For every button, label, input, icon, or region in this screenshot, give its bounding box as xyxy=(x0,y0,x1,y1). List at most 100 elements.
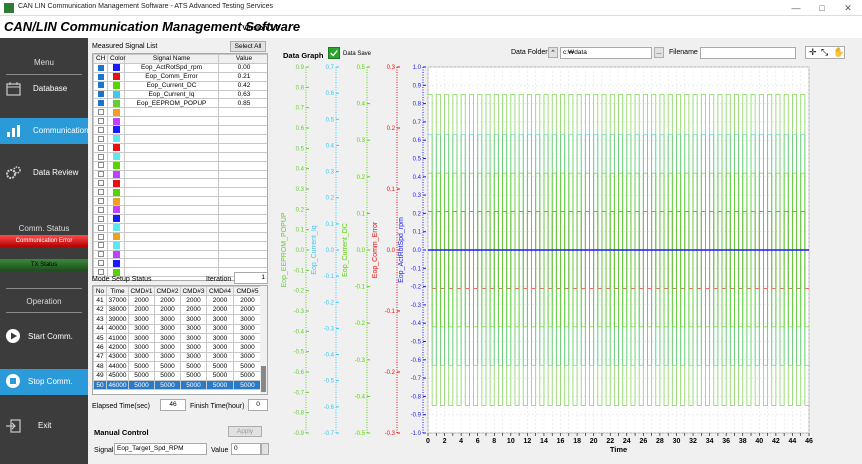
mode-table-row[interactable]: 46 42000 3000 3000 3000 3000 3000 xyxy=(93,342,262,353)
color-swatch[interactable] xyxy=(112,108,120,116)
mode-table-row[interactable]: 42 38000 2000 2000 2000 2000 2000 xyxy=(93,304,262,316)
start-comm-button[interactable]: Start Comm. xyxy=(0,324,88,350)
color-swatch[interactable] xyxy=(112,215,120,223)
mode-table-row[interactable]: 43 39000 3000 3000 3000 3000 3000 xyxy=(93,314,262,325)
signal-row[interactable] xyxy=(93,231,267,242)
signal-select[interactable]: Eop_Target_Spd_RPM xyxy=(114,443,207,455)
signal-row[interactable] xyxy=(93,222,267,233)
signal-checkbox[interactable] xyxy=(97,180,104,187)
mode-table-scrollbar[interactable] xyxy=(260,286,267,394)
signal-checkbox[interactable] xyxy=(97,144,104,151)
mode-table-row[interactable]: 49 45000 5000 5000 5000 5000 5000 xyxy=(93,370,262,381)
folder-up-button[interactable]: ^ xyxy=(548,47,558,58)
signal-row[interactable] xyxy=(93,134,267,144)
signal-row[interactable]: Eop_ActRotSpd_rpm 0.00 xyxy=(93,62,267,73)
signal-row[interactable] xyxy=(93,196,267,207)
signal-row[interactable] xyxy=(93,205,267,216)
color-swatch[interactable] xyxy=(112,268,120,276)
mode-table-row[interactable]: 47 43000 3000 3000 3000 3000 3000 xyxy=(93,351,262,363)
color-swatch[interactable] xyxy=(112,242,120,250)
color-swatch[interactable] xyxy=(112,179,120,187)
signal-checkbox[interactable] xyxy=(97,197,104,204)
mode-table-row[interactable]: 50 46000 5000 5000 5000 5000 5000 xyxy=(93,379,262,391)
select-all-button[interactable]: Select All xyxy=(230,41,266,52)
signal-checkbox[interactable] xyxy=(97,162,104,169)
exit-button[interactable]: Exit xyxy=(0,413,88,439)
color-swatch[interactable] xyxy=(112,206,120,214)
mode-table-row[interactable]: 44 40000 3000 3000 3000 3000 3000 xyxy=(93,323,262,334)
color-swatch[interactable] xyxy=(112,162,120,170)
color-swatch[interactable] xyxy=(112,126,120,134)
signal-row[interactable] xyxy=(93,116,267,127)
minimize-button[interactable]: — xyxy=(791,3,801,13)
color-swatch[interactable] xyxy=(112,99,120,107)
signal-checkbox[interactable] xyxy=(97,242,104,249)
signal-checkbox[interactable] xyxy=(97,224,104,231)
color-swatch[interactable] xyxy=(112,170,120,178)
maximize-button[interactable]: □ xyxy=(819,3,825,13)
data-save-checkbox[interactable] xyxy=(328,47,340,59)
signal-checkbox[interactable] xyxy=(97,117,104,124)
signal-checkbox[interactable] xyxy=(97,260,104,267)
signal-row[interactable]: Eop_Current_Iq 0.63 xyxy=(93,89,267,100)
zoom-tool-icon[interactable]: ✛ xyxy=(809,47,817,57)
stop-comm-button[interactable]: Stop Comm. xyxy=(0,369,88,395)
signal-checkbox[interactable] xyxy=(97,251,104,258)
apply-button[interactable]: Apply xyxy=(228,426,262,437)
mode-table-row[interactable]: 45 41000 3000 3000 3000 3000 3000 xyxy=(93,332,262,344)
color-swatch[interactable] xyxy=(112,135,120,143)
signal-checkbox[interactable] xyxy=(97,269,104,276)
finish-time-field[interactable]: 0 xyxy=(248,399,268,411)
signal-checkbox[interactable] xyxy=(97,91,104,98)
signal-checkbox[interactable] xyxy=(97,82,104,89)
signal-checkbox[interactable] xyxy=(97,73,104,80)
color-swatch[interactable] xyxy=(112,64,120,72)
signal-checkbox[interactable] xyxy=(97,126,104,133)
signal-row[interactable] xyxy=(93,125,267,136)
signal-row[interactable] xyxy=(93,169,267,180)
signal-row[interactable] xyxy=(93,258,267,269)
signal-checkbox[interactable] xyxy=(97,100,104,107)
signal-checkbox[interactable] xyxy=(97,153,104,160)
signal-row[interactable] xyxy=(93,187,267,198)
mode-table-row[interactable]: 48 44000 5000 5000 5000 5000 5000 xyxy=(93,361,262,372)
color-swatch[interactable] xyxy=(112,117,120,125)
color-swatch[interactable] xyxy=(112,144,120,152)
signal-row[interactable] xyxy=(93,142,267,153)
signal-row[interactable]: Eop_EEPROM_POPUP 0.85 xyxy=(93,98,267,109)
color-swatch[interactable] xyxy=(112,259,120,267)
signal-checkbox[interactable] xyxy=(97,109,104,116)
browse-button[interactable]: ... xyxy=(654,47,664,58)
sidebar-item-database[interactable]: Database xyxy=(0,76,88,102)
color-swatch[interactable] xyxy=(112,153,120,161)
value-field[interactable]: 0 xyxy=(231,443,261,455)
signal-row[interactable] xyxy=(93,249,267,260)
signal-row[interactable] xyxy=(93,214,267,224)
color-swatch[interactable] xyxy=(112,233,120,241)
data-graph-chart[interactable]: 0.9 0.8 0.7 0.6 0.5 0.4 0.3 0.2 0.1 0.0 -0.1 -0.2 -0… xyxy=(273,62,862,462)
signal-row[interactable] xyxy=(93,160,267,171)
color-swatch[interactable] xyxy=(112,73,120,81)
signal-row[interactable]: Eop_Comm_Error 0.21 xyxy=(93,71,267,82)
signal-checkbox[interactable] xyxy=(97,233,104,240)
signal-row[interactable] xyxy=(93,151,267,162)
color-swatch[interactable] xyxy=(112,224,120,232)
pan-tool-icon[interactable]: ✋ xyxy=(833,47,845,57)
signal-checkbox[interactable] xyxy=(97,64,104,71)
signal-row[interactable]: Eop_Current_DC 0.42 xyxy=(93,80,267,91)
sidebar-item-communication[interactable]: Communication xyxy=(0,118,89,144)
color-swatch[interactable] xyxy=(112,250,120,258)
data-folder-field[interactable]: c:₩data xyxy=(560,47,652,59)
color-swatch[interactable] xyxy=(112,188,120,196)
signal-checkbox[interactable] xyxy=(97,215,104,222)
mode-table-row[interactable]: 41 37000 2000 2000 2000 2000 2000 xyxy=(93,295,262,306)
signal-row[interactable] xyxy=(93,178,267,189)
value-stepper[interactable] xyxy=(261,443,269,455)
signal-row[interactable] xyxy=(93,107,267,118)
signal-checkbox[interactable] xyxy=(97,206,104,213)
color-swatch[interactable] xyxy=(112,82,120,89)
color-swatch[interactable] xyxy=(112,197,120,205)
signal-checkbox[interactable] xyxy=(97,189,104,196)
signal-checkbox[interactable] xyxy=(97,171,104,178)
zoom-fit-icon[interactable]: ⤡ xyxy=(821,47,829,57)
